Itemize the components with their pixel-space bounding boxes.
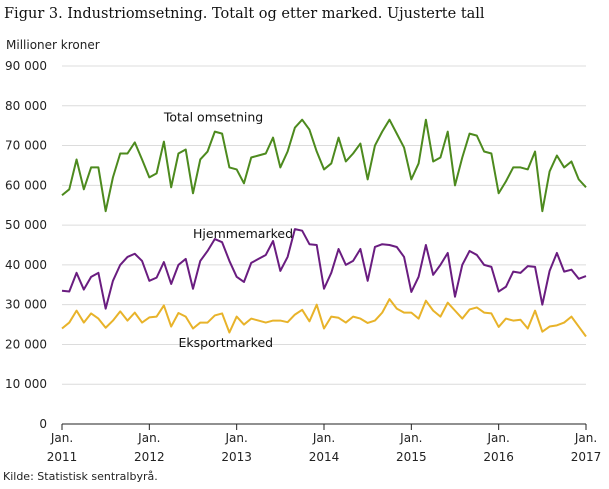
series-line — [61, 228, 587, 310]
x-tick-year: 2011 — [47, 450, 78, 464]
series-label: Hjemmemarked — [193, 226, 293, 241]
series-label: Total omsetning — [163, 110, 263, 125]
series-line — [61, 118, 587, 213]
x-tick-label: Jan. — [137, 431, 160, 445]
series-labels: Total omsetning Hjemmemarked Eksportmarked — [163, 110, 293, 350]
x-tick-year: 2016 — [483, 450, 514, 464]
source-note: Kilde: Statistisk sentralbyrå. — [3, 470, 158, 483]
x-tick-label: Jan. — [574, 431, 597, 445]
series-line — [61, 298, 587, 338]
gridlines — [62, 65, 586, 385]
series-lines — [61, 118, 587, 338]
y-tick-label: 60 000 — [5, 178, 47, 192]
x-tick-year: 2013 — [221, 450, 252, 464]
y-axis-ticks: 0 10 000 20 000 30 000 40 000 50 000 60 000 70 … — [5, 59, 47, 431]
y-tick-label: 0 — [39, 417, 47, 431]
y-tick-label: 40 000 — [5, 258, 47, 272]
x-tick-year: 2014 — [309, 450, 340, 464]
y-tick-label: 90 000 — [5, 59, 47, 73]
x-tick-label: Jan. — [50, 431, 73, 445]
x-tick-label: Jan. — [225, 431, 248, 445]
x-tick-label: Jan. — [487, 431, 510, 445]
y-tick-label: 80 000 — [5, 99, 47, 113]
y-tick-label: 70 000 — [5, 139, 47, 153]
y-tick-label: 10 000 — [5, 377, 47, 391]
y-tick-label: 20 000 — [5, 337, 47, 351]
y-tick-label: 50 000 — [5, 218, 47, 232]
x-tick-year: 2012 — [134, 450, 165, 464]
x-tick-label: Jan. — [399, 431, 422, 445]
series-label: Eksportmarked — [178, 335, 273, 350]
x-tick-year: 2015 — [396, 450, 427, 464]
x-tick-label: Jan. — [312, 431, 335, 445]
x-axis: Jan. 2011 Jan. 2012 Jan. 2013 Jan. 2014 Jan. 2015… — [47, 423, 602, 464]
y-tick-label: 30 000 — [5, 298, 47, 312]
chart-title: Figur 3. Industriomsetning. Totalt og et… — [4, 6, 485, 22]
y-axis-label: Millioner kroner — [6, 38, 100, 52]
x-tick-year: 2017 — [571, 450, 602, 464]
